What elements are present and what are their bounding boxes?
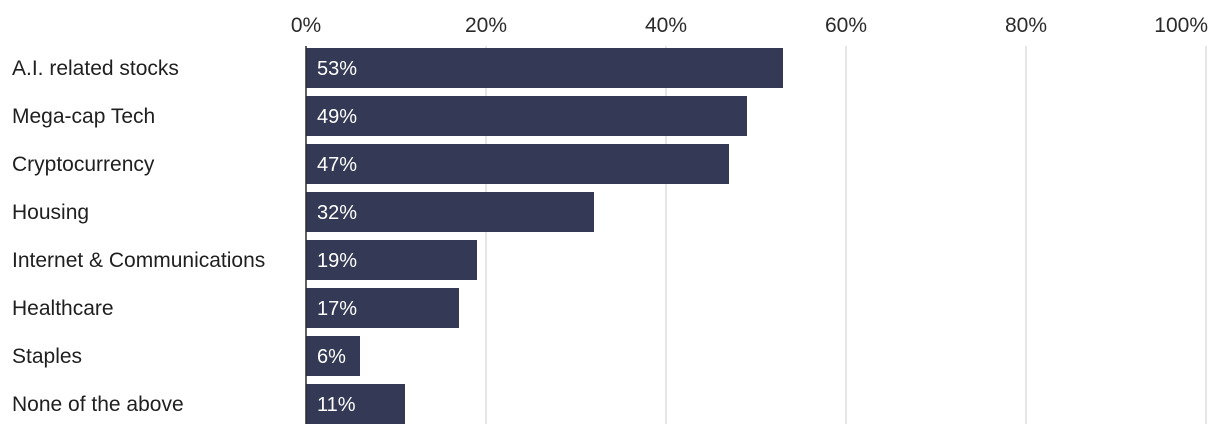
data-label-4: 32% xyxy=(317,202,357,224)
x-tick-label-20: 20% xyxy=(465,14,507,37)
x-tick-label-60: 60% xyxy=(825,14,867,37)
category-labels: A.I. related stocks Mega-cap Tech Cryptocu… xyxy=(12,57,265,416)
bars: 53% 49% 47% 32% 19% 17% 6% 11% xyxy=(306,48,783,424)
category-label-1: A.I. related stocks xyxy=(12,57,179,80)
data-label-2: 49% xyxy=(317,106,357,128)
category-label-3: Cryptocurrency xyxy=(12,153,155,176)
data-label-1: 53% xyxy=(317,58,357,80)
x-tick-label-0: 0% xyxy=(291,14,321,37)
bar-8 xyxy=(306,384,405,424)
category-label-5: Internet & Communications xyxy=(12,249,265,272)
bar-6 xyxy=(306,288,459,328)
category-label-4: Housing xyxy=(12,201,89,224)
bar-5 xyxy=(306,240,477,280)
category-label-8: None of the above xyxy=(12,393,184,416)
x-tick-label-100: 100% xyxy=(1154,14,1208,37)
x-axis-tick-labels: 0% 20% 40% 60% 80% 100% xyxy=(291,14,1208,37)
x-tick-label-40: 40% xyxy=(645,14,687,37)
data-label-8: 11% xyxy=(317,394,356,416)
data-label-3: 47% xyxy=(317,154,357,176)
x-tick-label-80: 80% xyxy=(1005,14,1047,37)
data-label-6: 17% xyxy=(317,298,357,320)
category-label-7: Staples xyxy=(12,345,82,368)
bar-1 xyxy=(306,48,783,88)
category-label-2: Mega-cap Tech xyxy=(12,105,155,128)
bar-2 xyxy=(306,96,747,136)
bar-3 xyxy=(306,144,729,184)
bar-4 xyxy=(306,192,594,232)
bar-7 xyxy=(306,336,360,376)
data-label-5: 19% xyxy=(317,250,357,272)
category-label-6: Healthcare xyxy=(12,297,114,320)
data-label-7: 6% xyxy=(317,346,346,368)
